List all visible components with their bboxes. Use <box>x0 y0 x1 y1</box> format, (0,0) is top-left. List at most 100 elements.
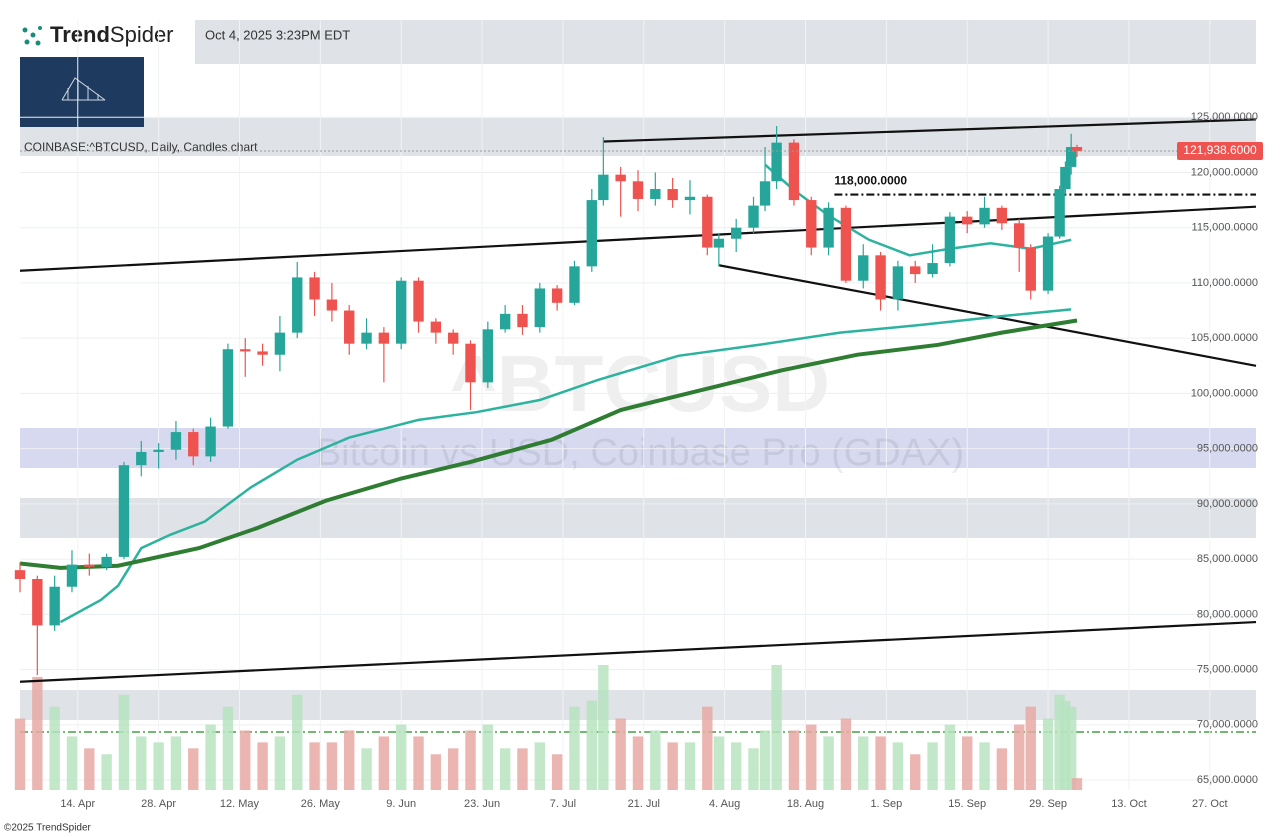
candle-body <box>101 556 112 567</box>
candle <box>257 343 268 366</box>
candle <box>632 170 644 212</box>
y-tick-label: 85,000.0000 <box>1197 553 1258 565</box>
brand-bold: Trend <box>50 22 110 47</box>
volume-bar <box>84 748 95 790</box>
volume-bar <box>586 700 597 790</box>
volume-bar <box>1060 700 1071 790</box>
candle-body <box>240 349 251 352</box>
brand: TrendSpider <box>50 22 174 47</box>
candle-body <box>430 321 442 333</box>
candle <box>14 562 26 593</box>
volume-bar <box>1065 706 1077 790</box>
candle <box>586 189 597 272</box>
watermark: ^BTCUSD <box>450 339 830 428</box>
candle-body <box>858 255 869 281</box>
volume-bar <box>447 748 459 790</box>
candle <box>430 318 442 344</box>
candle-body <box>465 343 476 383</box>
volume-bar <box>274 736 286 790</box>
x-tick-label: 29. Sep <box>1029 798 1067 810</box>
volume-bar <box>713 736 725 790</box>
candle-body <box>569 266 580 303</box>
candle-body <box>1071 147 1083 152</box>
volume-bar <box>996 748 1008 790</box>
volume-bar <box>1054 694 1065 790</box>
candle <box>759 147 771 212</box>
candle-body <box>222 349 234 427</box>
volume-bar <box>962 736 973 790</box>
volume-bar <box>66 736 78 790</box>
candle <box>309 271 320 317</box>
candle-body <box>892 266 904 300</box>
candle-body <box>551 288 563 303</box>
candle-body <box>806 200 817 248</box>
trendline <box>19 205 1257 272</box>
candle <box>66 550 78 593</box>
volume-bar <box>684 742 696 790</box>
candle-body <box>1065 147 1077 167</box>
volume-bar <box>32 676 43 790</box>
y-tick-label: 125,000.0000 <box>1191 111 1258 123</box>
zone <box>20 118 1256 156</box>
volume-bar <box>632 736 644 790</box>
candle <box>344 305 355 355</box>
candle-body <box>14 570 26 579</box>
y-tick-label: 95,000.0000 <box>1197 443 1258 455</box>
candle <box>684 180 696 215</box>
candle-body <box>309 277 320 300</box>
candle-body <box>499 313 511 330</box>
candle-body <box>759 181 771 206</box>
candle <box>788 139 800 206</box>
candle <box>292 261 303 339</box>
candle-body <box>650 189 661 199</box>
x-tick-label: 23. Jun <box>464 798 500 810</box>
volume-bar <box>499 748 511 790</box>
candle <box>1042 233 1054 294</box>
brand-light: Spider <box>110 22 174 47</box>
volume-bar <box>615 718 626 790</box>
candle <box>823 202 834 256</box>
candle <box>771 126 782 190</box>
plot <box>14 118 1257 790</box>
candle-body <box>713 238 725 248</box>
copyright: ©2025 TrendSpider <box>4 823 92 834</box>
brand-icon <box>22 26 42 46</box>
volume-bar <box>205 724 216 790</box>
candle-body <box>66 564 78 587</box>
candle <box>962 211 973 234</box>
candle <box>569 260 580 306</box>
candle <box>615 166 626 217</box>
volume-bar <box>875 736 886 790</box>
candle-body <box>788 142 800 201</box>
candle-body <box>482 329 494 383</box>
volume-bar <box>257 742 268 790</box>
candle <box>378 327 390 383</box>
candle-body <box>170 432 182 450</box>
y-tick-label: 105,000.0000 <box>1191 332 1258 344</box>
candle <box>730 218 742 252</box>
volume-bar <box>892 742 904 790</box>
logo-box <box>20 57 144 127</box>
volume-bar <box>465 730 476 790</box>
candle <box>101 553 112 571</box>
zone <box>195 20 1256 64</box>
volume-bar <box>49 706 60 790</box>
x-tick-label: 21. Jul <box>628 798 660 810</box>
volume-bar <box>858 736 869 790</box>
candle <box>188 428 199 466</box>
candle <box>534 282 546 333</box>
volume-bar <box>118 694 130 790</box>
volume-bar <box>413 736 424 790</box>
y-tick-label: 110,000.0000 <box>1192 277 1258 289</box>
volume-bar <box>806 724 817 790</box>
price-tag <box>1177 142 1263 161</box>
candle <box>713 233 725 267</box>
candle-body <box>153 449 164 452</box>
candle <box>979 196 990 228</box>
volume-bar <box>927 742 938 790</box>
candle <box>910 260 921 283</box>
volume-bar <box>395 724 407 790</box>
volume-bar <box>598 665 609 790</box>
volume-bar <box>309 742 320 790</box>
